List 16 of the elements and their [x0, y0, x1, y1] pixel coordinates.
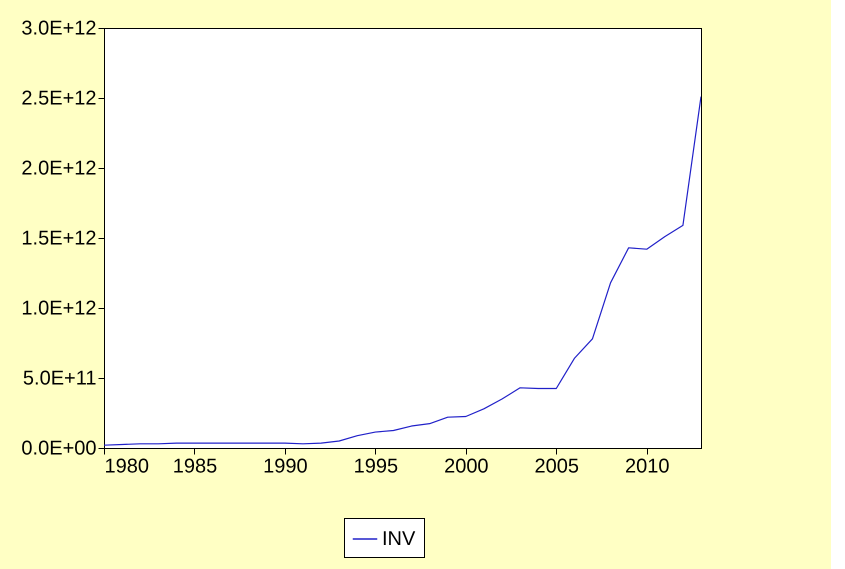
y-tick-label: 2.5E+12 [21, 88, 96, 110]
x-tick-label: 2000 [444, 456, 489, 478]
line-series [104, 96, 701, 446]
x-tick-label: 1985 [172, 456, 218, 478]
y-tick-label: 5.0E+11 [22, 368, 96, 390]
y-tick-label: 2.0E+12 [21, 158, 96, 180]
y-tick-label: 0.0E+00 [21, 438, 96, 460]
y-tick-label: 1.5E+12 [21, 228, 96, 250]
y-tick-label: 1.0E+12 [21, 298, 96, 320]
x-tick-label: 2005 [534, 456, 580, 478]
legend-label: INV [382, 528, 416, 550]
x-tick-label: 1980 [104, 456, 149, 478]
x-tick-label: 2010 [624, 456, 670, 478]
y-tick-label: 3.0E+12 [21, 18, 96, 40]
x-tick-label: 1995 [354, 456, 398, 478]
x-tick-label: 1990 [263, 456, 308, 478]
